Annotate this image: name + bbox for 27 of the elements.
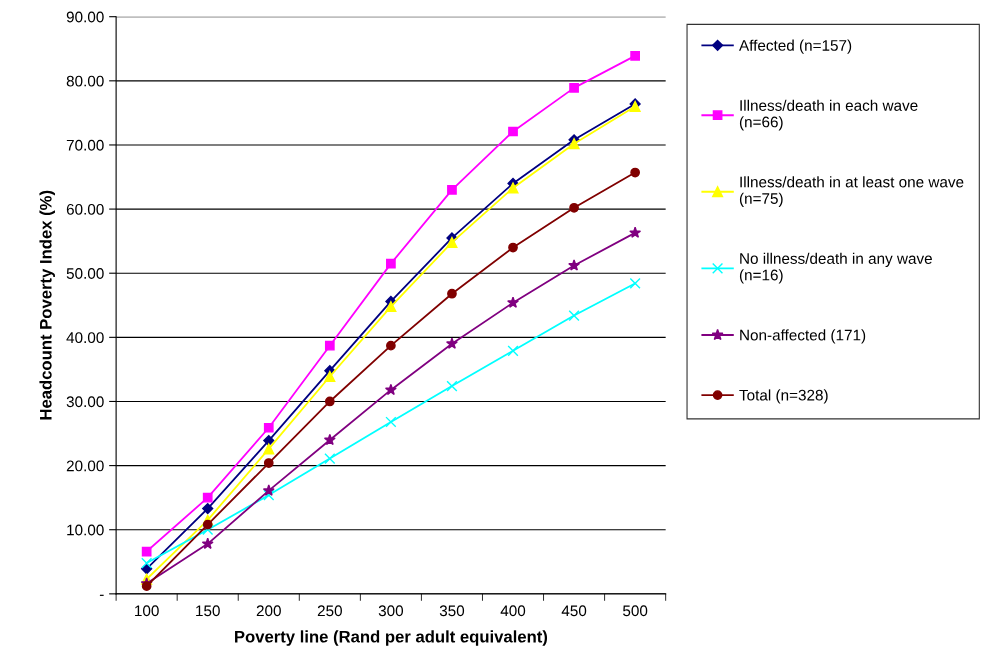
y-tick-label: - (99, 594, 104, 596)
x-tick-label: 400 (500, 605, 526, 617)
x-tick-label: 450 (561, 605, 587, 617)
legend-label: No illness/death in any wave (n=16) (739, 252, 932, 284)
x-tick-label: 100 (135, 605, 159, 617)
y-tick-label: 10.00 (67, 524, 104, 536)
x-tick-label: 200 (256, 605, 281, 617)
x-tick-label: 300 (378, 605, 404, 617)
legend-label: Affected (n=157) (739, 39, 852, 54)
y-tick-label: 60.00 (66, 203, 104, 215)
legend-label: Illness/death in each wave (n=66) (739, 99, 918, 131)
y-tick-label: 20.00 (66, 460, 104, 472)
legend-label: Total (n=328) (739, 389, 828, 404)
y-tick-label: 70.00 (66, 139, 104, 151)
y-tick-label: 30.00 (66, 396, 104, 408)
x-tick-label: 350 (439, 605, 465, 617)
y-tick-label: 80.00 (66, 75, 104, 87)
y-tick-label: 90.00 (66, 11, 104, 23)
y-tick-label: 40.00 (66, 332, 104, 344)
x-tick-label: 250 (317, 605, 342, 617)
legend-label: Non-affected (171) (740, 329, 866, 344)
y-axis-title: Headcount Poverty Index (%) (39, 190, 55, 420)
x-axis-title: Poverty line (Rand per adult equivalent) (235, 630, 548, 646)
x-tick-label: 500 (623, 605, 648, 617)
y-tick-label: 50.00 (66, 268, 104, 279)
legend-label: Illness/death in at least one wave (n=75) (739, 176, 964, 207)
x-tick-label: 150 (196, 605, 220, 617)
